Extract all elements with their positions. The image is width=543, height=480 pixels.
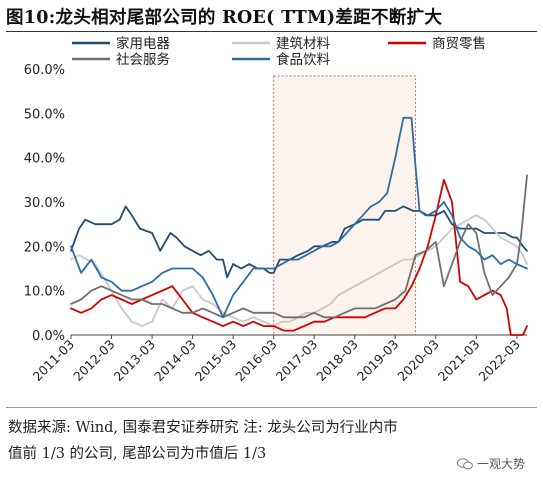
y-tick-label: 50.0% <box>24 107 65 122</box>
legend-item: 家用电器 <box>72 35 170 52</box>
legend-item: 建筑材料 <box>232 36 330 52</box>
y-tick-label: 10.0% <box>24 285 65 300</box>
wechat-icon <box>457 458 473 470</box>
source-note-line-1: 数据来源: Wind, 国泰君安证券研究 注: 龙头公司为行业内市 <box>8 415 538 441</box>
x-tick-label: 2021-03 <box>435 337 483 385</box>
legend-item: 食品饮料 <box>232 51 330 68</box>
legend-item: 商贸零售 <box>388 36 486 52</box>
y-tick-label: 30.0% <box>24 196 65 211</box>
x-tick-label: 2012-03 <box>70 337 118 385</box>
x-tick-label: 2020-03 <box>394 337 442 385</box>
legend-label: 食品饮料 <box>276 51 330 68</box>
watermark: 一观大势 <box>457 455 525 472</box>
watermark-text: 一观大势 <box>477 455 525 472</box>
legend-label: 家用电器 <box>116 35 170 52</box>
x-tick-label: 2016-03 <box>232 337 280 385</box>
x-tick-label: 2015-03 <box>192 337 240 385</box>
x-tick-label: 2022-03 <box>475 337 523 385</box>
legend-label: 社会服务 <box>116 52 170 68</box>
x-tick-label: 2018-03 <box>313 337 361 385</box>
line-chart: 0.0%10.0%20.0%30.0%40.0%50.0%60.0%2011-0… <box>0 0 543 405</box>
legend-item: 社会服务 <box>72 52 170 68</box>
y-tick-label: 20.0% <box>24 240 65 255</box>
x-tick-label: 2014-03 <box>151 337 199 385</box>
y-tick-label: 60.0% <box>24 63 65 78</box>
highlight-region <box>274 76 416 335</box>
y-tick-label: 40.0% <box>24 152 65 167</box>
legend-label: 建筑材料 <box>276 36 330 52</box>
note-divider <box>6 407 537 408</box>
x-tick-label: 2013-03 <box>111 337 159 385</box>
x-tick-label: 2019-03 <box>354 337 402 385</box>
x-tick-label: 2017-03 <box>273 337 321 385</box>
legend-label: 商贸零售 <box>432 36 486 52</box>
